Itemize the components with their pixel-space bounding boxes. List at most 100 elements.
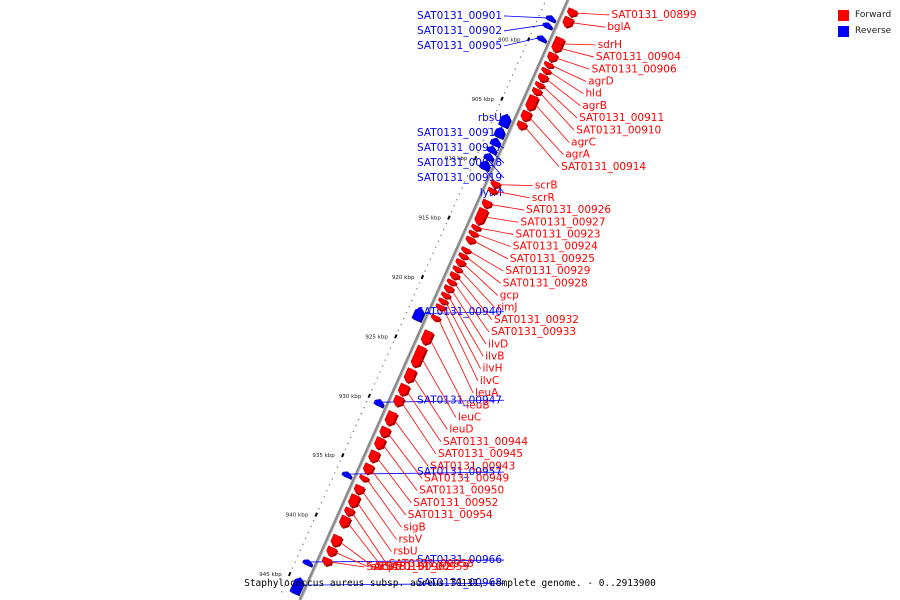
forward-gene-leader [381,443,418,491]
reverse-gene-arrow[interactable] [497,113,511,129]
scale-tick-label: 930 kbp [339,394,362,400]
scale-dot [442,228,445,231]
scale-tick [367,393,372,399]
reverse-gene-arrow[interactable] [486,145,497,155]
forward-gene-arrow[interactable] [440,291,451,299]
forward-gene-arrow[interactable] [393,394,405,407]
forward-gene-arrow[interactable] [551,41,563,53]
forward-gene-arrow[interactable] [490,179,501,188]
forward-gene-arrow[interactable] [474,206,489,225]
genome-backbone [298,0,570,600]
scale-dot [525,44,527,47]
reverse-gene-arrow[interactable] [545,15,556,23]
forward-gene-arrow[interactable] [468,229,479,237]
scale-dot [336,466,339,468]
forward-gene-arrow[interactable] [525,93,539,111]
forward-gene-arrow[interactable] [362,462,375,475]
forward-gene-arrow[interactable] [338,514,351,528]
forward-gene-label: SAT0131_00933 [491,326,576,338]
forward-gene-arrow[interactable] [438,297,449,305]
forward-gene-label: SAT0131_00929 [505,265,590,277]
forward-gene-arrow[interactable] [543,60,554,68]
forward-gene-arrow[interactable] [547,51,558,62]
scale-dot [405,311,408,314]
scale-dot [450,210,453,213]
forward-gene-arrow[interactable] [455,257,466,267]
scale-tick [287,571,292,577]
reverse-gene-leader [503,15,547,19]
scale-dot [416,288,418,290]
forward-gene-arrow[interactable] [368,449,381,463]
forward-gene-leader [400,401,437,455]
forward-gene-arrow[interactable] [420,329,434,345]
forward-gene-arrow[interactable] [520,109,532,122]
scale-dot [477,151,479,153]
reverse-gene-arrow[interactable] [341,471,352,479]
scale-dot [472,163,474,165]
scale-dot [411,300,413,302]
forward-gene-arrow[interactable] [403,367,417,383]
forward-gene-label: SAT0131_00958 [389,558,474,570]
forward-gene-arrow[interactable] [330,533,343,547]
forward-gene-arrow[interactable] [321,556,333,566]
scale-dot [543,3,546,5]
forward-gene-label: SAT0131_00927 [521,216,606,228]
forward-gene-arrow[interactable] [443,284,454,293]
forward-gene-arrow[interactable] [487,186,498,194]
forward-gene-label: hld [586,88,602,100]
forward-gene-arrow[interactable] [458,251,469,260]
reverse-gene-arrow[interactable] [478,160,490,171]
forward-gene-arrow[interactable] [449,271,460,280]
forward-gene-leader [370,468,407,516]
forward-gene-arrow[interactable] [465,235,476,244]
forward-gene-arrow[interactable] [326,545,338,557]
forward-gene-leader [450,288,487,345]
forward-gene-arrow[interactable] [435,303,446,311]
forward-gene-arrow[interactable] [410,344,427,368]
forward-gene-arrow[interactable] [384,410,398,426]
forward-gene-label: leuB [466,399,489,411]
forward-gene-arrow[interactable] [460,246,471,254]
forward-gene-leader [412,375,448,430]
forward-gene-leader [447,295,484,357]
forward-gene-label: SAT0131_00932 [494,314,579,326]
forward-gene-label: SAT0131_00925 [510,253,595,265]
forward-gene-arrow[interactable] [562,15,574,28]
forward-gene-arrow[interactable] [344,506,355,516]
forward-gene-arrow[interactable] [379,425,391,438]
forward-gene-arrow[interactable] [430,313,441,321]
forward-gene-arrow[interactable] [531,86,542,96]
scale-dot [291,567,294,569]
forward-gene-arrow[interactable] [446,278,457,286]
reverse-gene-arrow[interactable] [411,307,424,322]
forward-gene-arrow[interactable] [347,493,361,508]
forward-gene-arrow[interactable] [353,483,365,495]
forward-gene-arrow[interactable] [566,7,578,17]
forward-gene-label: gcp [500,289,519,301]
forward-gene-arrow[interactable] [541,66,552,74]
genome-backbone-highlight [301,0,570,600]
reverse-gene-arrow[interactable] [289,577,304,596]
forward-gene-arrow[interactable] [373,436,386,450]
reverse-gene-arrow[interactable] [536,35,547,43]
forward-gene-arrow[interactable] [397,382,410,396]
scale-dot [363,406,365,409]
forward-gene-leader [545,78,581,107]
scale-dot [413,294,416,296]
forward-gene-arrow[interactable] [452,265,463,273]
reverse-gene-arrow[interactable] [493,126,505,139]
forward-gene-arrow[interactable] [537,72,549,83]
reverse-gene-arrow[interactable] [302,559,313,567]
forward-gene-arrow[interactable] [516,120,528,130]
forward-gene-arrow[interactable] [534,80,545,89]
scale-tick [420,274,425,280]
scale-dot [466,175,469,177]
forward-gene-leader [459,269,496,308]
reverse-gene-arrow[interactable] [373,399,384,408]
forward-gene-arrow[interactable] [358,474,369,482]
scale-dot [365,401,368,403]
forward-gene-arrow[interactable] [470,223,481,231]
reverse-gene-arrow[interactable] [542,22,553,30]
scale-tick [500,96,504,102]
forward-gene-arrow[interactable] [481,198,493,209]
